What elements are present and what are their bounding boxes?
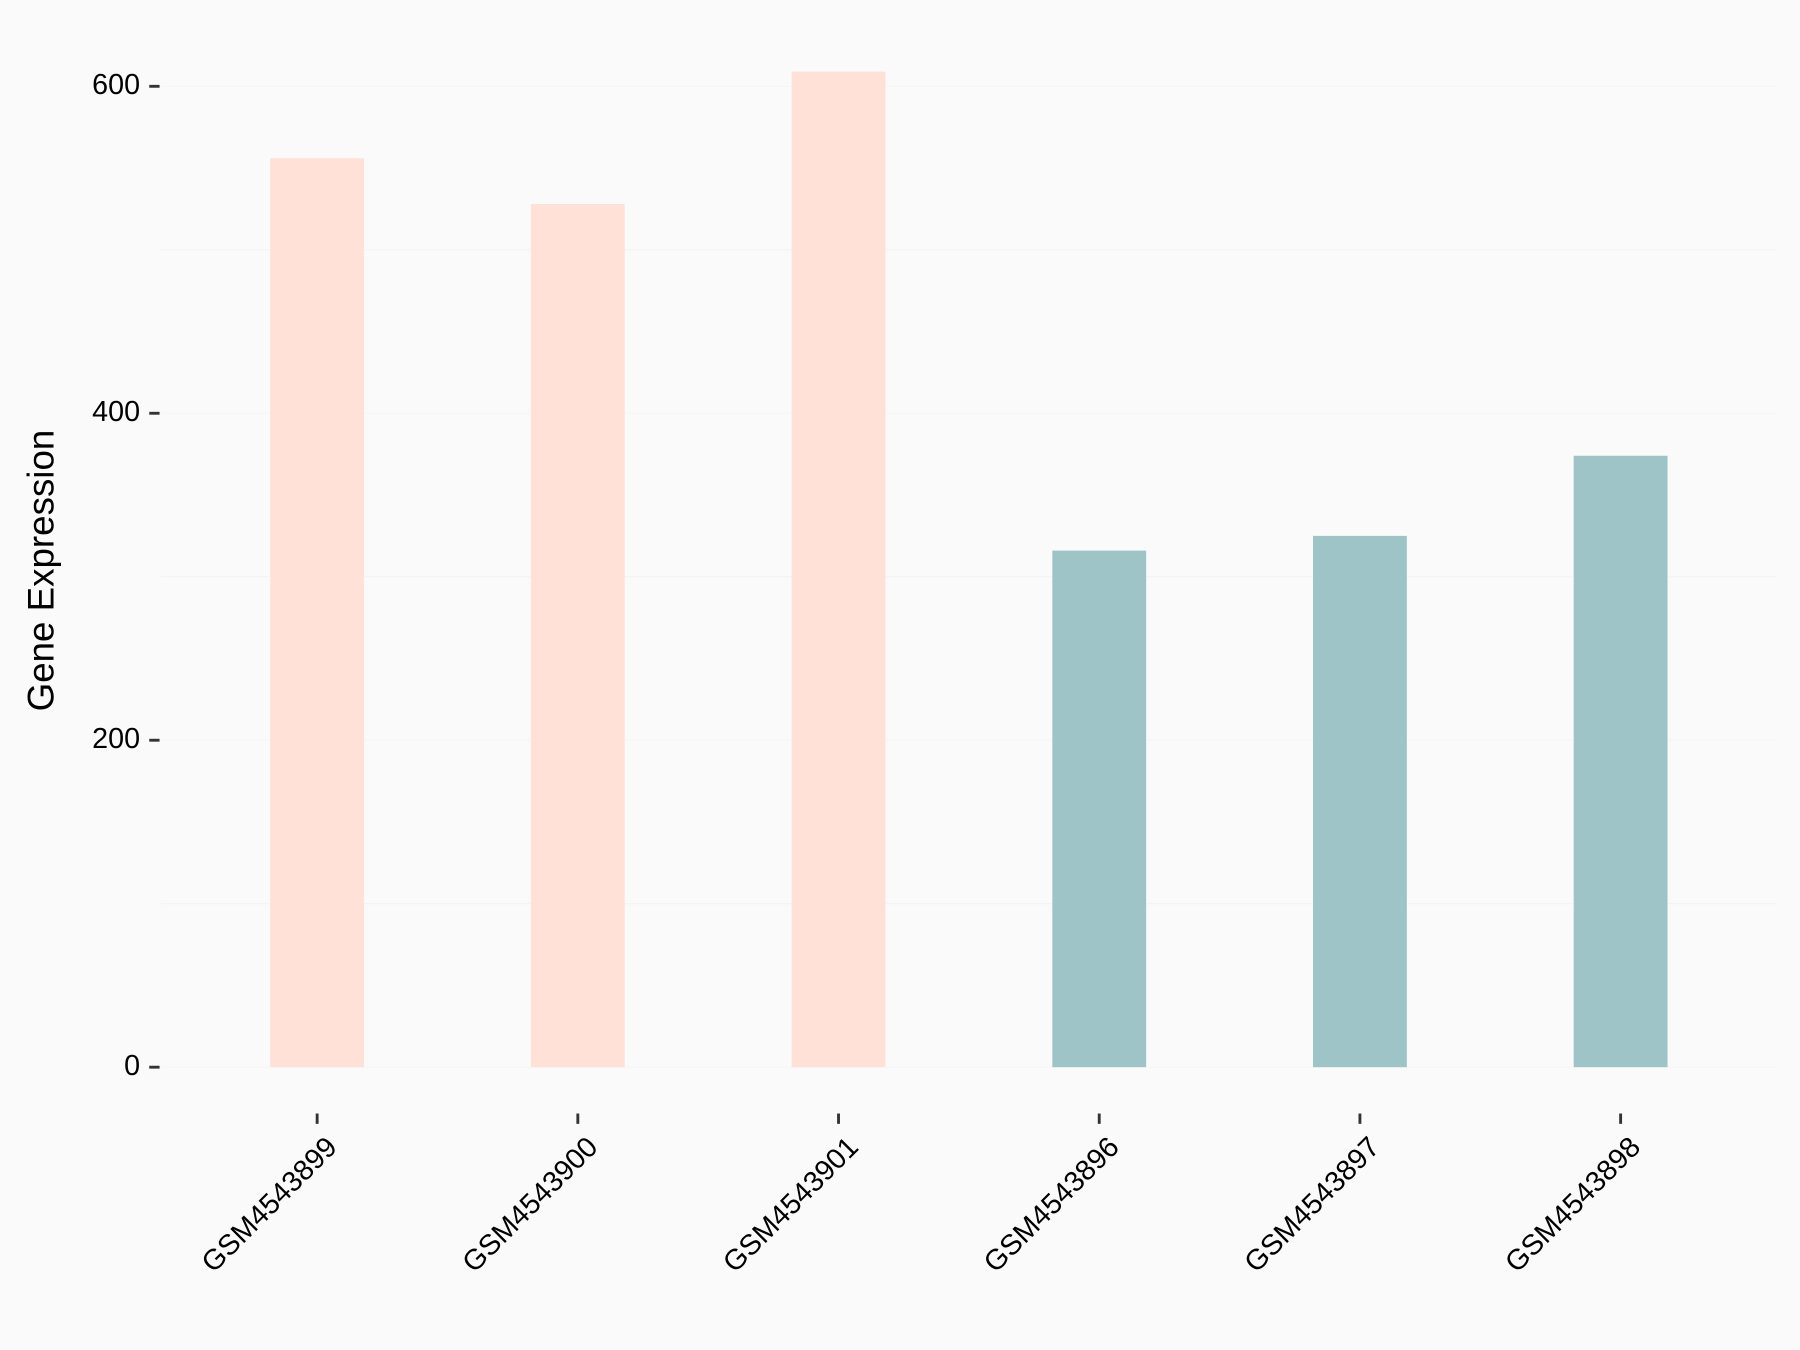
bar — [1573, 455, 1668, 1068]
bar — [530, 204, 625, 1068]
y-tick-label: 200 — [92, 723, 140, 755]
bar — [270, 158, 365, 1068]
y-axis-title: Gene Expression — [20, 430, 61, 712]
bar — [1052, 550, 1147, 1068]
y-tick-label: 0 — [124, 1050, 140, 1082]
bar — [791, 71, 886, 1068]
y-tick-label: 600 — [92, 69, 140, 101]
bar — [1312, 535, 1407, 1068]
y-tick-label: 400 — [92, 396, 140, 428]
